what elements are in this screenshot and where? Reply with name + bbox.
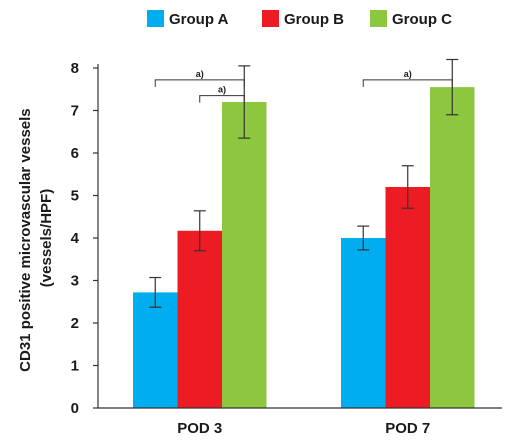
x-categories: POD 3 POD 7 <box>177 420 430 437</box>
axes <box>97 64 502 409</box>
significance-bracket-1 <box>154 79 245 87</box>
legend-swatch-1 <box>147 10 164 27</box>
y-tick-label-1: 1 <box>71 358 79 375</box>
bar-1-2 <box>341 238 386 408</box>
legend-swatch-2 <box>262 10 279 27</box>
significance-label-1: a) <box>196 69 204 79</box>
x-category-label-2: POD 7 <box>385 420 430 437</box>
bar-1-1 <box>133 292 178 408</box>
bar-3-2 <box>430 87 475 408</box>
bars <box>133 87 475 408</box>
y-axis-label-line-1: CD31 positive microvascular vessels <box>17 108 34 371</box>
legend-label-1: Group A <box>169 11 229 28</box>
legend-label-3: Group C <box>392 11 452 28</box>
error-bar-1-1 <box>149 276 162 308</box>
significance-label-3: a) <box>404 69 412 79</box>
y-tick-label-8: 8 <box>71 60 79 77</box>
bar-3-1 <box>222 102 267 408</box>
y-tick-label-2: 2 <box>71 315 79 332</box>
y-tick-label-0: 0 <box>71 400 79 417</box>
legend-label-2: Group B <box>284 11 344 28</box>
y-tick-label-6: 6 <box>71 145 79 162</box>
significance-bracket-2 <box>199 95 245 103</box>
error-bar-2-1 <box>193 210 206 252</box>
y-tick-label-3: 3 <box>71 273 79 290</box>
significance-brackets: a) a) a) <box>154 69 453 103</box>
bar-2-1 <box>177 230 222 408</box>
significance-bracket-3 <box>362 79 453 87</box>
legend-swatch-3 <box>370 10 387 27</box>
y-tick-label-7: 7 <box>71 103 79 120</box>
x-category-label-1: POD 3 <box>177 420 222 437</box>
significance-label-2: a) <box>218 85 226 95</box>
y-tick-label-5: 5 <box>71 188 79 205</box>
error-bar-3-2 <box>446 58 459 116</box>
error-bar-2-2 <box>401 165 414 209</box>
bar-2-2 <box>385 187 430 408</box>
legend: Group A Group B Group C <box>147 10 452 28</box>
y-axis-label: CD31 positive microvascular vessels (ves… <box>17 104 55 372</box>
error-bar-1-2 <box>357 225 370 251</box>
y-tick-label-4: 4 <box>71 230 80 247</box>
y-ticks: 0 1 2 3 4 5 6 7 8 <box>71 60 98 417</box>
y-axis-label-line-2: (vessels/HPF) <box>38 189 55 287</box>
